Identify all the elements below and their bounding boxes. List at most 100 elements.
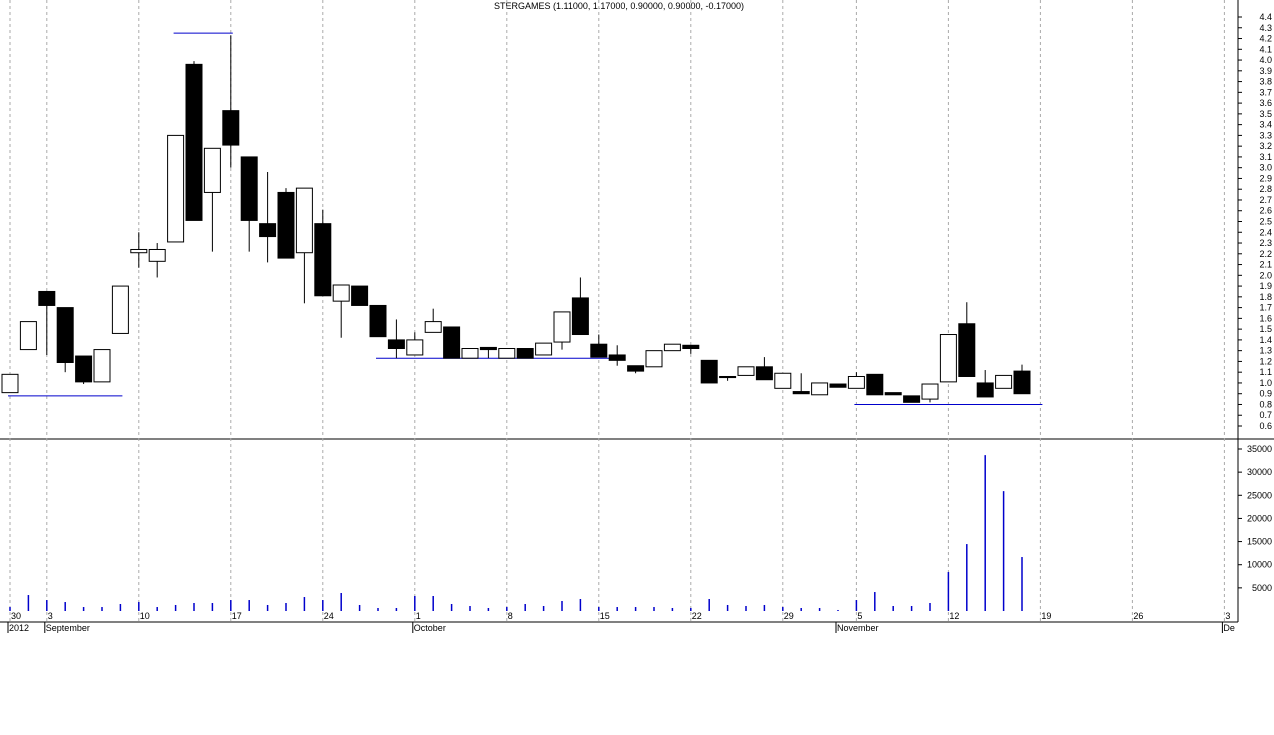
y-tick-label: 1.3: [1259, 346, 1272, 356]
x-tick-label: 22: [692, 611, 702, 621]
x-tick-label: 10: [140, 611, 150, 621]
candle-body: [369, 304, 387, 338]
y-tick-label: 2.0: [1259, 270, 1272, 280]
candle-body: [829, 383, 847, 388]
candle-body: [663, 343, 681, 352]
volume-tick-label: 25000: [1247, 490, 1272, 500]
candle-body: [424, 321, 442, 333]
y-tick-label: 4.3: [1259, 23, 1272, 33]
y-tick-label: 2.7: [1259, 195, 1272, 205]
chart-title: STERGAMES (1.11000, 1.17000, 0.90000, 0.…: [494, 1, 744, 11]
y-tick-label: 1.2: [1259, 356, 1272, 366]
candle-body: [1013, 370, 1031, 395]
y-tick-label: 3.6: [1259, 98, 1272, 108]
y-tick-label: 0.8: [1259, 399, 1272, 409]
candle-body: [406, 339, 424, 356]
candle-body: [185, 63, 203, 221]
y-tick-label: 1.5: [1259, 324, 1272, 334]
month-label: 2012: [9, 623, 29, 633]
candle-body: [167, 134, 185, 243]
x-tick-label: 17: [232, 611, 242, 621]
y-tick-label: 2.1: [1259, 260, 1272, 270]
x-tick-label: 24: [324, 611, 334, 621]
candle-body: [332, 284, 350, 302]
candle-body: [958, 323, 976, 377]
y-tick-label: 1.1: [1259, 367, 1272, 377]
candle-body: [847, 375, 865, 389]
candle-body: [571, 297, 589, 336]
y-tick-label: 2.4: [1259, 227, 1272, 237]
y-tick-label: 2.2: [1259, 249, 1272, 259]
x-tick-label: 26: [1133, 611, 1143, 621]
volume-tick-label: 10000: [1247, 560, 1272, 570]
candle-body: [737, 366, 755, 376]
candle-body: [314, 223, 332, 297]
y-tick-label: 2.9: [1259, 173, 1272, 183]
x-tick-label: 29: [784, 611, 794, 621]
candle-body: [295, 187, 313, 254]
y-tick-label: 1.8: [1259, 292, 1272, 302]
x-tick-label: 8: [508, 611, 513, 621]
candle-body: [792, 391, 810, 395]
y-tick-label: 3.9: [1259, 66, 1272, 76]
candle-body: [93, 349, 111, 383]
candle-body: [111, 285, 129, 334]
candle-body: [443, 326, 461, 359]
x-tick-label: 19: [1041, 611, 1051, 621]
volume-tick-label: 5000: [1252, 583, 1272, 593]
y-tick-label: 3.8: [1259, 77, 1272, 87]
y-tick-label: 4.2: [1259, 34, 1272, 44]
y-tick-label: 1.6: [1259, 313, 1272, 323]
candle-body: [75, 355, 93, 383]
y-tick-label: 3.4: [1259, 120, 1272, 130]
candle-body: [774, 372, 792, 389]
candle-body: [700, 359, 718, 384]
x-tick-label: 1: [416, 611, 421, 621]
x-tick-label: 15: [600, 611, 610, 621]
x-tick-label: 3: [1225, 611, 1230, 621]
volume-tick-label: 15000: [1247, 537, 1272, 547]
month-label: October: [414, 623, 446, 633]
candle-body: [939, 334, 957, 383]
y-tick-label: 3.1: [1259, 152, 1272, 162]
candle-body: [203, 147, 221, 193]
candle-body: [719, 375, 737, 379]
candle-body: [884, 392, 902, 396]
candle-body: [811, 382, 829, 396]
candle-body: [535, 342, 553, 356]
y-tick-label: 4.4: [1259, 12, 1272, 22]
x-tick-label: 5: [857, 611, 862, 621]
y-tick-label: 3.3: [1259, 130, 1272, 140]
y-tick-label: 3.2: [1259, 141, 1272, 151]
x-tick-label: 12: [949, 611, 959, 621]
volume-tick-label: 35000: [1247, 444, 1272, 454]
candle-body: [461, 348, 479, 359]
y-tick-label: 0.6: [1259, 421, 1272, 431]
y-tick-label: 1.4: [1259, 335, 1272, 345]
candle-body: [553, 311, 571, 343]
y-tick-label: 2.6: [1259, 206, 1272, 216]
candle-body: [1, 373, 19, 394]
candle-body: [682, 344, 700, 350]
month-label: November: [837, 623, 879, 633]
candle-body: [645, 350, 663, 368]
y-tick-label: 2.3: [1259, 238, 1272, 248]
candle-body: [56, 307, 74, 363]
y-tick-label: 1.0: [1259, 378, 1272, 388]
y-tick-label: 3.5: [1259, 109, 1272, 119]
y-tick-label: 1.9: [1259, 281, 1272, 291]
candle-body: [130, 248, 148, 254]
candle-body: [240, 156, 258, 221]
x-tick-label: 3: [48, 611, 53, 621]
y-tick-label: 0.9: [1259, 389, 1272, 399]
month-label: September: [46, 623, 90, 633]
candle-body: [866, 373, 884, 396]
candle-body: [38, 290, 56, 306]
candle-body: [498, 348, 516, 359]
volume-tick-label: 20000: [1247, 513, 1272, 523]
candle-body: [387, 339, 405, 350]
y-tick-label: 2.5: [1259, 217, 1272, 227]
candle-body: [351, 285, 369, 306]
y-tick-label: 4.0: [1259, 55, 1272, 65]
